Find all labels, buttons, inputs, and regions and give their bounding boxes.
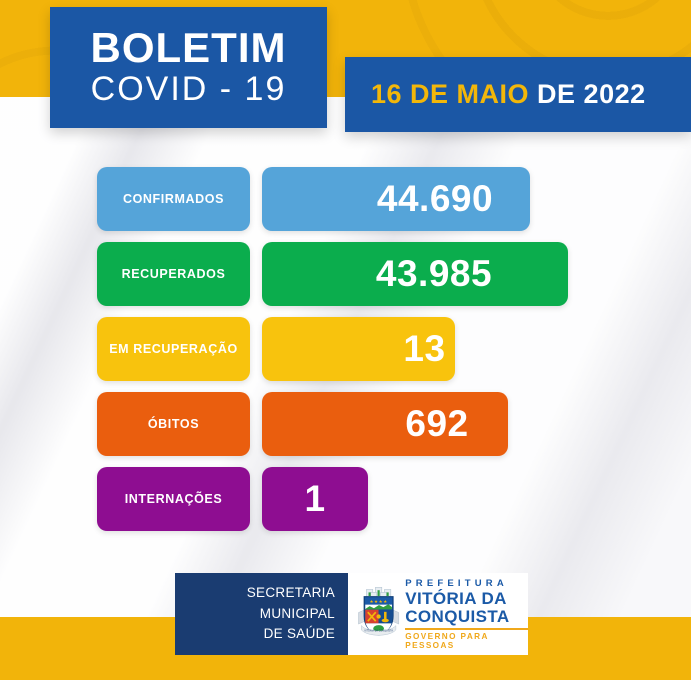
stat-value-bar: 13 [262, 317, 455, 381]
logo-city-line1: VITÓRIA DA [405, 589, 507, 609]
crest-ribbon-text: VITÓRIA DA CONQUISTA [364, 630, 393, 633]
secretaria-line2: DE SAÚDE [263, 626, 335, 642]
bulletin-date-year: DE 2022 [529, 79, 646, 109]
stat-row-recuperados: RECUPERADOS 43.985 [97, 242, 568, 306]
prefeitura-logo-box: ★★★★ VITÓRIA DA CONQUISTA PREFEITURA VIT… [348, 573, 528, 655]
stat-value: 692 [405, 403, 469, 444]
secretaria-line1: SECRETARIA MUNICIPAL [246, 584, 335, 621]
stat-value: 44.690 [376, 178, 494, 219]
stat-label-box: EM RECUPERAÇÃO [97, 317, 250, 381]
stat-label: EM RECUPERAÇÃO [109, 342, 238, 356]
stat-label: ÓBITOS [147, 417, 200, 431]
stat-value-bar: 44.690 [262, 167, 530, 231]
logo-tagline: GOVERNO PARA PESSOAS [405, 627, 528, 650]
crest-stars-icon: ★★★★ [369, 599, 387, 604]
stat-value-bar: 1 [262, 467, 368, 531]
stat-label: RECUPERADOS [121, 267, 226, 281]
bulletin-date-box: 16 DE MAIO DE 2022 [345, 57, 691, 132]
stat-value: 1 [304, 478, 326, 519]
coat-of-arms-icon: ★★★★ VITÓRIA DA CONQUISTA [358, 587, 399, 636]
stat-row-internacoes: INTERNAÇÕES 1 [97, 467, 568, 531]
stat-label-box: ÓBITOS [97, 392, 250, 456]
stat-value-bar: 43.985 [262, 242, 568, 306]
bulletin-title-box: BOLETIM COVID - 19 [50, 7, 327, 128]
stat-row-confirmados: CONFIRMADOS 44.690 [97, 167, 568, 231]
stat-label-box: INTERNAÇÕES [97, 467, 250, 531]
bulletin-subtitle: COVID - 19 [90, 70, 287, 108]
logo-city-line2: CONQUISTA [405, 606, 510, 626]
stats-list: CONFIRMADOS 44.690 RECUPERADOS 43.985 EM… [97, 167, 568, 531]
stat-value: 43.985 [375, 253, 493, 294]
stat-label: INTERNAÇÕES [124, 492, 223, 506]
stat-value: 13 [403, 328, 446, 369]
stat-row-obitos: ÓBITOS 692 [97, 392, 568, 456]
stat-label-box: CONFIRMADOS [97, 167, 250, 231]
prefeitura-logo-text: PREFEITURA VITÓRIA DA CONQUISTA GOVERNO … [405, 578, 528, 650]
secretaria-box: SECRETARIA MUNICIPAL DE SAÚDE [175, 573, 348, 655]
stat-value-bar: 692 [262, 392, 508, 456]
bulletin-title: BOLETIM [90, 23, 287, 71]
logo-prefeitura-label: PREFEITURA [405, 578, 508, 590]
stat-label-box: RECUPERADOS [97, 242, 250, 306]
bulletin-date-day: 16 DE MAIO [371, 79, 530, 109]
stat-label: CONFIRMADOS [122, 192, 225, 206]
stat-row-em-recuperacao: EM RECUPERAÇÃO 13 [97, 317, 568, 381]
